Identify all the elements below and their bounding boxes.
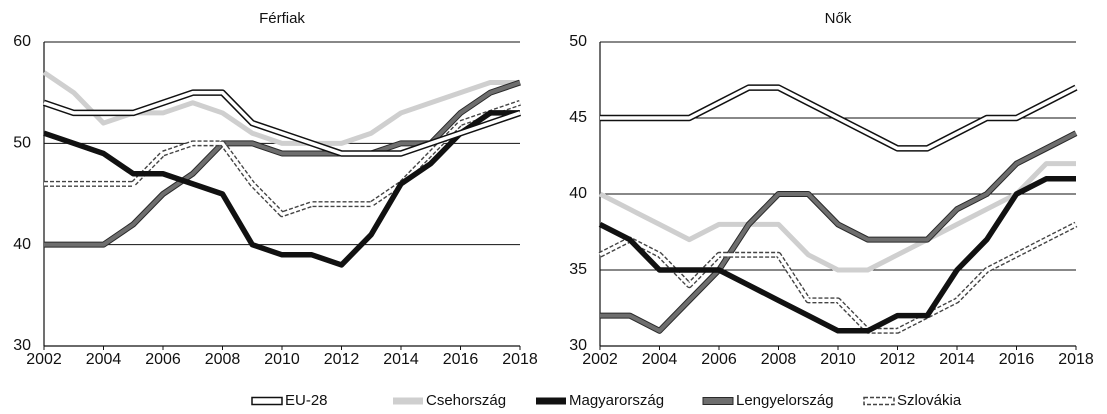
x-tick-label: 2008 bbox=[205, 351, 241, 368]
series-line-fill bbox=[43, 90, 521, 156]
y-tick-label: 50 bbox=[569, 33, 587, 50]
legend-label: Csehország bbox=[426, 392, 506, 409]
legend-item-lengyelorszag: Lengyelország bbox=[702, 392, 834, 409]
legend-swatch bbox=[863, 396, 895, 406]
panel-0-series-lengyelorszag bbox=[44, 79, 521, 248]
chart-title: Férfiak bbox=[259, 10, 305, 27]
x-tick-label: 2010 bbox=[820, 351, 856, 368]
x-tick-label: 2012 bbox=[324, 351, 360, 368]
y-tick-label: 35 bbox=[569, 261, 587, 278]
legend-swatch bbox=[393, 397, 423, 405]
y-tick-label: 30 bbox=[569, 337, 587, 354]
panel-0-series-csehorszag bbox=[42, 70, 520, 146]
y-tick-label: 30 bbox=[13, 337, 31, 354]
y-tick-label: 40 bbox=[13, 236, 31, 253]
series-line bbox=[598, 176, 1076, 334]
legend-item-eu-28: EU-28 bbox=[251, 392, 328, 409]
x-tick-label: 2006 bbox=[701, 351, 737, 368]
x-tick-label: 2014 bbox=[383, 351, 419, 368]
panel-0-series-eu-28 bbox=[42, 89, 522, 157]
series-line-fill bbox=[599, 222, 1077, 333]
panel-1-series-eu-28 bbox=[600, 84, 1078, 152]
x-tick-label: 2018 bbox=[1058, 351, 1094, 368]
series-line-fill bbox=[600, 85, 1077, 151]
legend-swatch bbox=[251, 396, 283, 406]
panel-1-series-csehorszag bbox=[598, 161, 1076, 273]
x-tick-label: 2016 bbox=[443, 351, 479, 368]
series-line bbox=[43, 110, 520, 268]
series-line bbox=[598, 161, 1076, 273]
legend-label: EU-28 bbox=[285, 392, 328, 409]
legend-item-csehorszag: Csehország bbox=[393, 392, 506, 409]
panel-1-series-lengyelorszag bbox=[600, 130, 1078, 334]
series-line bbox=[600, 131, 1077, 333]
legend-label: Magyarország bbox=[569, 392, 664, 409]
legend-label: Szlovákia bbox=[897, 392, 962, 409]
x-tick-label: 2002 bbox=[26, 351, 62, 368]
x-tick-label: 2014 bbox=[939, 351, 975, 368]
y-tick-label: 50 bbox=[13, 135, 31, 152]
chart-title: Nők bbox=[825, 10, 852, 27]
panel-nok: Nők 30 35 40 45 50 2002 2004 2006 2008 2010 2012 201… bbox=[569, 10, 1094, 368]
panel-0-series-magyarorszag bbox=[43, 110, 520, 268]
x-tick-label: 2002 bbox=[582, 351, 618, 368]
legend: EU-28 Csehország Magyarország Lengyelország… bbox=[251, 392, 962, 409]
panel-1-series-magyarorszag bbox=[598, 176, 1076, 334]
legend-item-szlovakia: Szlovákia bbox=[863, 392, 962, 409]
legend-label: Lengyelország bbox=[736, 392, 834, 409]
legend-swatch bbox=[536, 397, 566, 405]
x-tick-label: 2010 bbox=[264, 351, 300, 368]
x-tick-label: 2018 bbox=[502, 351, 538, 368]
series-line bbox=[44, 80, 521, 247]
legend-swatch bbox=[702, 397, 734, 405]
x-tick-label: 2008 bbox=[761, 351, 797, 368]
x-tick-label: 2004 bbox=[86, 351, 122, 368]
y-tick-label: 60 bbox=[13, 33, 31, 50]
legend-item-magyarorszag: Magyarország bbox=[536, 392, 664, 409]
panel-1-series-szlovakia bbox=[598, 221, 1078, 334]
x-tick-label: 2012 bbox=[880, 351, 916, 368]
x-tick-label: 2006 bbox=[145, 351, 181, 368]
x-tick-label: 2004 bbox=[642, 351, 678, 368]
y-tick-label: 40 bbox=[569, 185, 587, 202]
y-tick-label: 45 bbox=[569, 109, 587, 126]
series-line bbox=[42, 70, 520, 146]
x-tick-label: 2016 bbox=[999, 351, 1035, 368]
panel-ferfiak: Férfiak 30 40 50 60 2002 2004 2006 2008 2010 2012 2… bbox=[13, 10, 538, 368]
